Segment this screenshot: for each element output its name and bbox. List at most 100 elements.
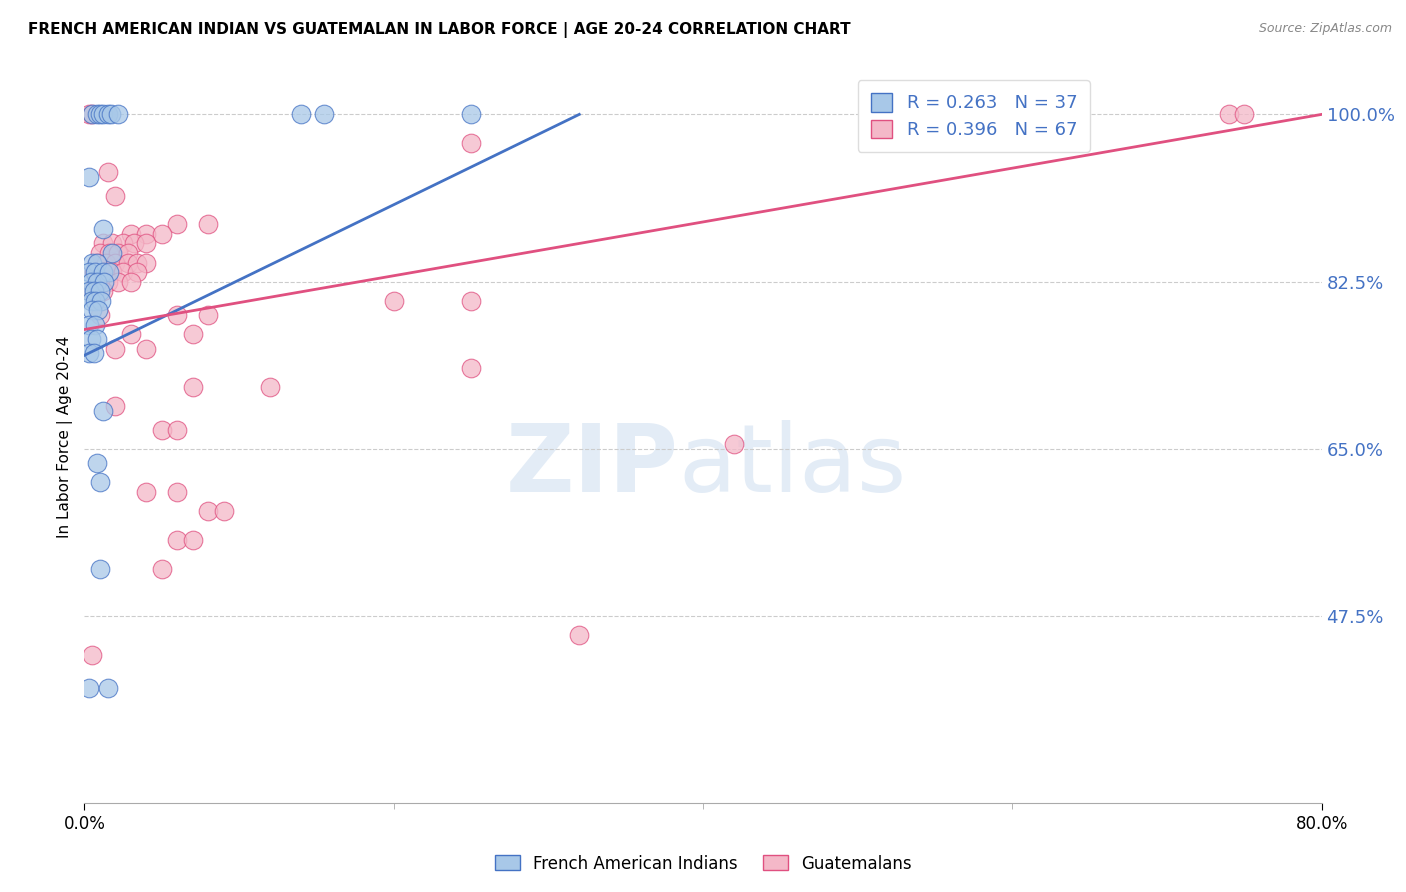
Point: [96, 681, 118, 695]
Point: [98, 246, 121, 260]
Point: [107, 275, 129, 289]
Point: [96, 165, 118, 179]
Point: [166, 218, 188, 232]
Point: [120, 327, 142, 342]
Point: [86, 275, 108, 289]
Point: [84, 265, 107, 279]
Y-axis label: In Labor Force | Age 20-24: In Labor Force | Age 20-24: [58, 336, 73, 538]
Point: [104, 399, 127, 413]
Point: [568, 628, 591, 642]
Point: [197, 218, 219, 232]
Point: [125, 265, 148, 279]
Text: FRENCH AMERICAN INDIAN VS GUATEMALAN IN LABOR FORCE | AGE 20-24 CORRELATION CHAR: FRENCH AMERICAN INDIAN VS GUATEMALAN IN …: [28, 22, 851, 38]
Point: [82, 107, 104, 121]
Point: [112, 236, 135, 251]
Point: [101, 246, 124, 260]
Point: [120, 227, 142, 241]
Point: [91, 404, 114, 418]
Point: [107, 107, 129, 121]
Point: [150, 423, 173, 437]
Point: [312, 107, 335, 121]
Point: [150, 561, 173, 575]
Point: [91, 265, 114, 279]
Point: [460, 293, 482, 308]
Point: [100, 107, 122, 121]
Point: [94, 255, 117, 269]
Point: [460, 107, 482, 121]
Point: [135, 236, 157, 251]
Point: [91, 285, 114, 299]
Text: atlas: atlas: [678, 420, 907, 512]
Point: [83, 285, 105, 299]
Point: [89, 246, 111, 260]
Point: [77, 346, 100, 360]
Point: [83, 346, 105, 360]
Point: [90, 293, 112, 308]
Point: [77, 265, 100, 279]
Point: [82, 648, 104, 662]
Point: [84, 293, 107, 308]
Point: [122, 236, 145, 251]
Point: [86, 456, 108, 470]
Point: [107, 246, 129, 260]
Point: [120, 275, 142, 289]
Point: [135, 255, 157, 269]
Point: [89, 107, 111, 121]
Point: [89, 475, 111, 490]
Point: [82, 285, 104, 299]
Point: [723, 437, 745, 451]
Point: [86, 332, 108, 346]
Point: [86, 255, 108, 269]
Point: [181, 533, 204, 547]
Point: [197, 308, 219, 322]
Point: [91, 265, 114, 279]
Legend: French American Indians, Guatemalans: French American Indians, Guatemalans: [488, 848, 918, 880]
Point: [101, 265, 124, 279]
Point: [166, 423, 188, 437]
Point: [1218, 107, 1240, 121]
Point: [125, 255, 148, 269]
Point: [96, 275, 118, 289]
Point: [166, 308, 188, 322]
Point: [77, 107, 100, 121]
Point: [91, 222, 114, 236]
Point: [96, 107, 118, 121]
Point: [79, 275, 101, 289]
Point: [166, 485, 188, 500]
Point: [135, 485, 157, 500]
Point: [181, 327, 204, 342]
Point: [77, 318, 100, 332]
Point: [460, 360, 482, 375]
Point: [86, 107, 108, 121]
Point: [117, 255, 139, 269]
Point: [150, 227, 173, 241]
Point: [104, 342, 127, 356]
Point: [104, 188, 127, 202]
Point: [382, 293, 405, 308]
Text: Source: ZipAtlas.com: Source: ZipAtlas.com: [1258, 22, 1392, 36]
Point: [460, 136, 482, 150]
Point: [1233, 107, 1256, 121]
Text: ZIP: ZIP: [505, 420, 678, 512]
Point: [82, 303, 104, 318]
Point: [212, 504, 235, 518]
Point: [135, 342, 157, 356]
Point: [290, 107, 312, 121]
Point: [77, 681, 100, 695]
Point: [86, 275, 108, 289]
Point: [197, 504, 219, 518]
Point: [89, 561, 111, 575]
Point: [82, 107, 104, 121]
Point: [112, 265, 135, 279]
Point: [86, 255, 108, 269]
Point: [259, 380, 281, 394]
Point: [79, 293, 101, 308]
Point: [91, 236, 114, 251]
Point: [89, 308, 111, 322]
Point: [91, 107, 114, 121]
Legend: R = 0.263   N = 37, R = 0.396   N = 67: R = 0.263 N = 37, R = 0.396 N = 67: [858, 80, 1090, 152]
Point: [77, 285, 100, 299]
Point: [104, 255, 127, 269]
Point: [166, 533, 188, 547]
Point: [83, 265, 105, 279]
